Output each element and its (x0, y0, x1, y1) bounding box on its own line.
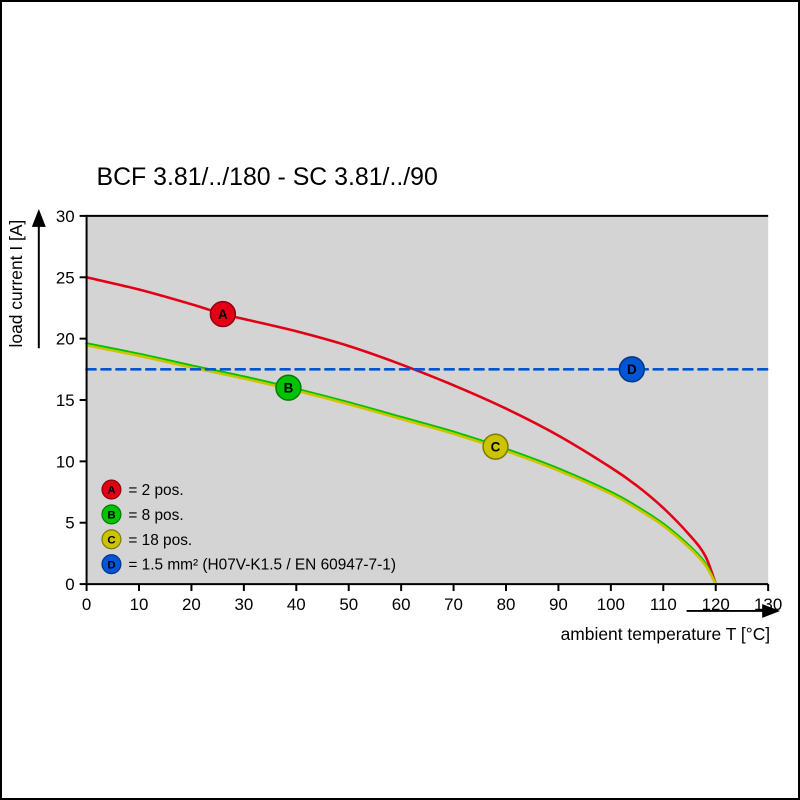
legend-key-D: D (107, 559, 115, 571)
x-tick-label: 70 (444, 595, 463, 614)
legend-swatch-C (101, 529, 122, 550)
legend-item-D: D = 1.5 mm² (H07V-K1.5 / EN 60947-7-1) (101, 554, 396, 575)
marker-D-label: D (627, 362, 637, 377)
y-tick-label: 15 (56, 391, 75, 410)
chart-title: BCF 3.81/../180 - SC 3.81/../90 (97, 163, 438, 191)
legend-swatch-D (101, 554, 122, 575)
legend-text-B: = 8 pos. (128, 507, 183, 524)
legend-swatch-B (101, 504, 122, 525)
marker-B (275, 374, 302, 401)
marker-A-label: A (218, 307, 228, 322)
x-tick-label: 120 (702, 595, 730, 614)
x-tick-label: 80 (497, 595, 516, 614)
legend-item-C: C = 18 pos. (101, 529, 192, 550)
y-axis-arrow (31, 208, 46, 349)
x-tick-label: 60 (392, 595, 411, 614)
y-tick-label: 30 (56, 207, 75, 226)
x-tick-label: 40 (287, 595, 306, 614)
y-tick-label: 10 (56, 452, 75, 471)
plot-area (86, 215, 769, 585)
legend-swatch-A (101, 479, 122, 500)
x-tick-label: 30 (234, 595, 253, 614)
legend-text-A: = 2 pos. (128, 482, 183, 499)
curve-B (85, 342, 718, 586)
x-tick-label: 90 (549, 595, 568, 614)
x-axis-arrow (686, 603, 781, 618)
marker-A (209, 300, 237, 328)
x-tick-label: 20 (182, 595, 201, 614)
legend-text-C: = 18 pos. (128, 532, 192, 549)
y-axis-ticks: 0 5 10 15 20 25 30 (56, 207, 87, 594)
legend-key-B: B (107, 510, 115, 522)
x-tick-label: 50 (339, 595, 358, 614)
x-axis-ticks: 0 10 20 30 40 50 60 70 80 90 100 110 120 130 (82, 584, 782, 614)
legend: A = 2 pos. B = 8 pos. C = 18 pos. D = 1.5 mm² (… (101, 479, 396, 575)
curve-C (85, 344, 718, 586)
marker-C (482, 433, 509, 460)
legend-key-A: A (107, 485, 115, 497)
legend-text-D: = 1.5 mm² (H07V-K1.5 / EN 60947-7-1) (128, 557, 396, 574)
marker-B-label: B (284, 381, 294, 396)
y-tick-label: 5 (65, 514, 74, 533)
curve-markers: A B C D (209, 300, 646, 460)
marker-D (618, 356, 646, 383)
legend-item-A: A = 2 pos. (101, 479, 184, 500)
y-tick-label: 20 (56, 330, 75, 349)
legend-item-B: B = 8 pos. (101, 504, 184, 525)
y-axis-label: load current I [A] (6, 220, 26, 348)
x-axis-label: ambient temperature T [°C] (561, 624, 771, 644)
x-tick-label: 10 (130, 595, 149, 614)
y-tick-label: 25 (56, 268, 75, 287)
x-tick-label: 110 (650, 595, 677, 614)
legend-key-C: C (107, 534, 115, 546)
x-tick-label: 100 (597, 595, 625, 614)
x-tick-label: 0 (82, 595, 91, 614)
y-tick-label: 0 (65, 575, 74, 594)
marker-C-label: C (491, 439, 501, 454)
